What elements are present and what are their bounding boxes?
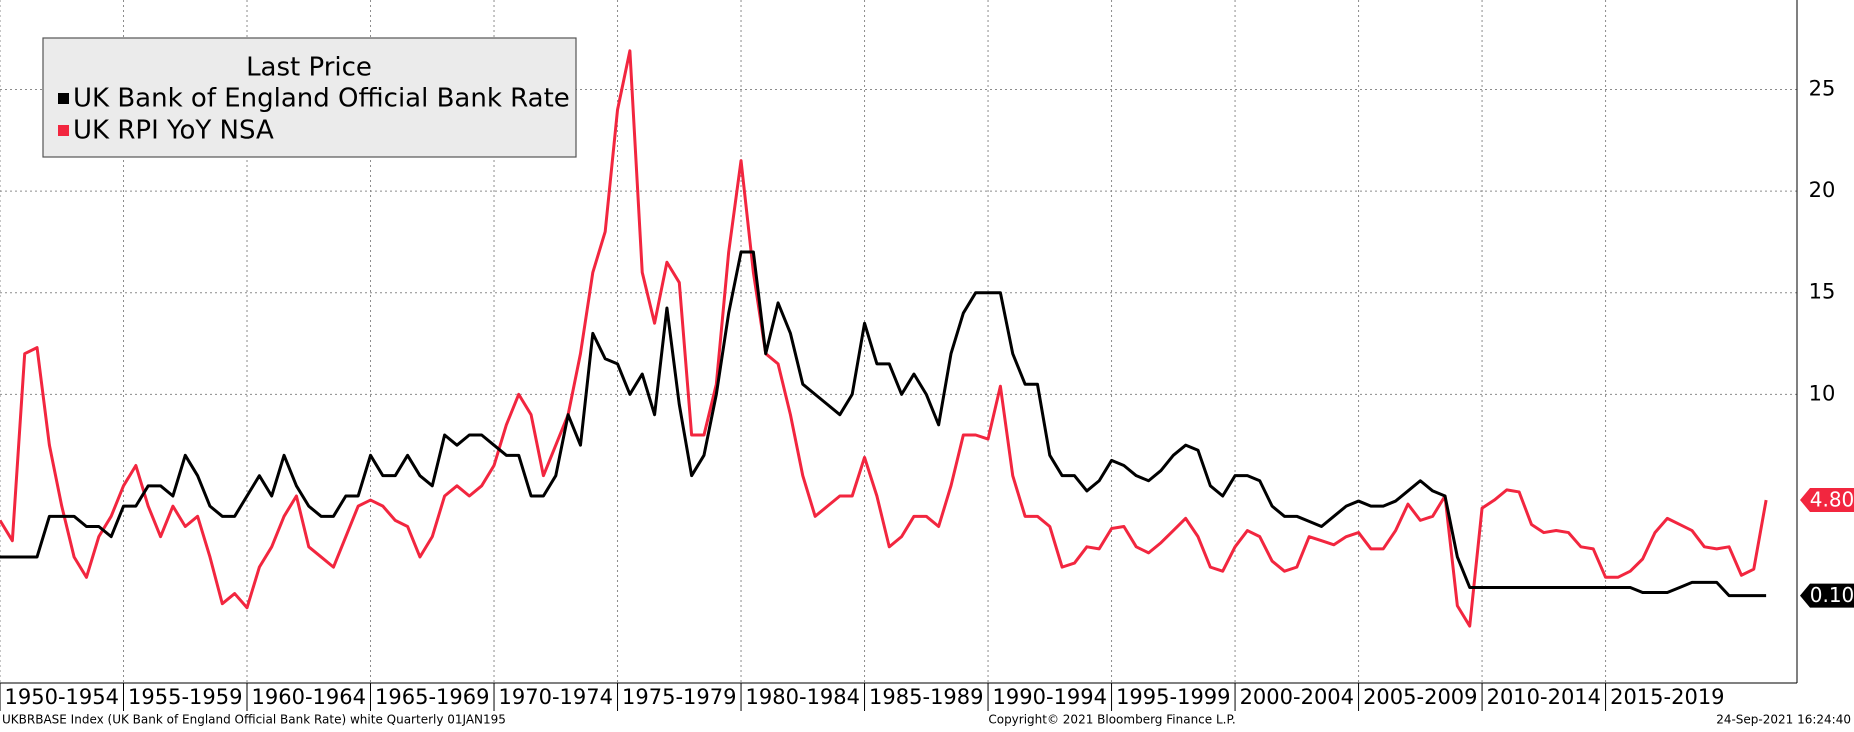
legend-swatch: [58, 125, 69, 136]
x-tick-label: 1955-1959: [128, 685, 242, 709]
value-tag-label: 0.10: [1810, 583, 1854, 607]
x-tick-label: 1985-1989: [869, 685, 983, 709]
footer-timestamp: 24-Sep-2021 16:24:40: [1716, 713, 1851, 727]
legend-label: UK Bank of England Official Bank Rate: [73, 84, 570, 114]
footer-source: UKBRBASE Index (UK Bank of England Offic…: [2, 713, 506, 727]
plot: [0, 49, 1768, 628]
grid: 10 15 20 25 1950-1954 1955-1959 1960-1964 1965-…: [0, 0, 1835, 711]
value-tags: 0.10 4.80: [1800, 488, 1854, 608]
value-tag: [1800, 488, 1854, 513]
x-tick-label: 1960-1964: [252, 685, 366, 709]
legend-label: UK RPI YoY NSA: [73, 116, 274, 146]
footer-copyright: Copyright© 2021 Bloomberg Finance L.P.: [988, 713, 1235, 727]
x-tick-label: 2005-2009: [1363, 685, 1477, 709]
x-tick-label: 1995-1999: [1116, 685, 1230, 709]
x-tick-label: 1950-1954: [5, 685, 119, 709]
x-tick-label: 1990-1994: [993, 685, 1107, 709]
x-tick-label: 1965-1969: [375, 685, 489, 709]
legend-box: [42, 37, 577, 158]
y-tick-label: 20: [1809, 178, 1836, 202]
x-tick-label: 2010-2014: [1487, 685, 1601, 709]
legend-title: Last Price: [246, 53, 372, 83]
value-tag-label: 4.80: [1810, 488, 1854, 512]
y-tick-label: 25: [1809, 76, 1836, 100]
series-line: [0, 250, 1767, 598]
value-tag: [1800, 583, 1854, 608]
x-tick-label: 1975-1979: [622, 685, 736, 709]
y-tick-label: 10: [1809, 381, 1836, 405]
x-tick-label: 2000-2004: [1240, 685, 1354, 709]
series-line: [0, 49, 1768, 628]
legend: Last Price UK Bank of England Official B…: [42, 37, 577, 158]
x-tick-label: 1970-1974: [499, 685, 613, 709]
x-tick-label: 1980-1984: [746, 685, 860, 709]
legend-swatch: [58, 93, 69, 104]
y-tick-label: 15: [1809, 280, 1836, 304]
x-tick-label: 2015-2019: [1610, 685, 1724, 709]
